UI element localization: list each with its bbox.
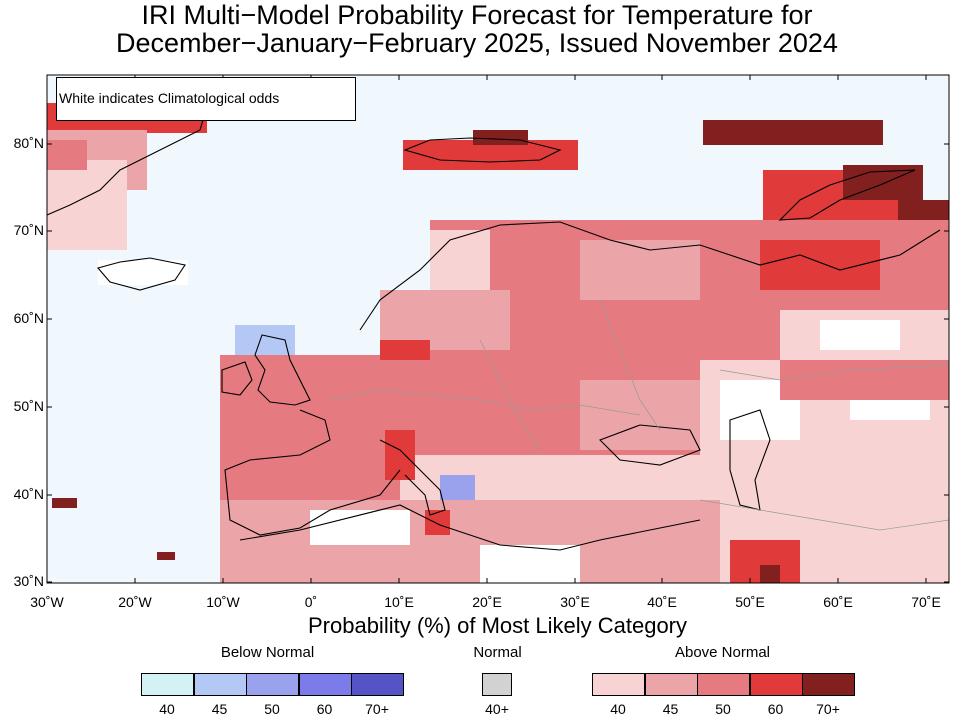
climatology-note: White indicates Climatological odds (56, 77, 356, 121)
legend-above-label: 45 (662, 701, 679, 717)
coast-italy (379, 439, 446, 516)
coast-ireland (221, 361, 253, 396)
border-central-europe (329, 389, 641, 416)
latitude-label: 80˚N (13, 135, 44, 151)
legend-below-label: 40 (159, 701, 175, 717)
cell-arabia-dark (760, 565, 780, 583)
longitude-label: 20˚E (472, 594, 502, 610)
legend-below-label: 50 (264, 701, 280, 717)
legend-below-swatch (193, 673, 247, 696)
latitude-label: 50˚N (13, 398, 44, 414)
cell-greenland-coast (47, 140, 87, 170)
coast-iceland (97, 257, 186, 291)
country-borders (329, 299, 950, 531)
cell-canaries (157, 552, 175, 560)
longitude-label: 30˚W (30, 594, 64, 610)
border-east-europe (479, 339, 541, 451)
cell-franz-josef (703, 120, 883, 145)
cell-libya-clim (480, 545, 580, 583)
cell-ural-clim (820, 320, 900, 350)
legend-above-swatch (802, 673, 855, 696)
border-kazakhstan (719, 364, 950, 381)
longitude-label: 60˚E (823, 594, 853, 610)
cell-north-africa (220, 500, 720, 583)
longitude-label: 30˚E (560, 594, 590, 610)
legend-below-label: 45 (211, 701, 228, 717)
legend-below-title: Below Normal (220, 644, 315, 661)
coast-novaya-zemlya (778, 169, 916, 221)
coast-black-sea (599, 424, 701, 466)
longitude-label: 10˚W (206, 594, 240, 610)
cell-karelia (580, 240, 700, 300)
legend-below-label: 70+ (365, 701, 389, 717)
coastlines (46, 102, 941, 551)
legend-above-swatch (644, 673, 698, 696)
legend-below-swatch (141, 673, 194, 696)
cell-ionian-below (440, 475, 475, 500)
longitude-label: 20˚W (118, 594, 152, 610)
cell-scotland-below (235, 325, 295, 355)
legend-above-label: 60 (767, 701, 784, 717)
latitude-label: 70˚N (13, 222, 44, 238)
legend-below-swatch (298, 673, 352, 696)
longitude-label: 50˚E (735, 594, 765, 610)
legend-above-label: 70+ (816, 701, 840, 717)
legend-below-swatch (351, 673, 404, 696)
longitude-label: 10˚E (384, 594, 414, 610)
coast-europe-west (224, 409, 401, 536)
latitude-label: 60˚N (13, 310, 44, 326)
border-middle-east (699, 499, 950, 531)
legend-normal-title: Normal (473, 644, 522, 661)
cell-greenland-south (47, 160, 127, 250)
coast-caspian (729, 409, 771, 511)
legend-above-swatch (592, 673, 645, 696)
legend-above-swatch (749, 673, 803, 696)
coast-africa (239, 504, 701, 551)
longitude-label: 0˚ (304, 594, 318, 610)
latitude-label: 40˚N (13, 486, 44, 502)
coast-greenland (46, 102, 209, 216)
cell-denmark (380, 340, 430, 360)
cell-azores (52, 498, 77, 508)
latitude-label: 30˚N (13, 573, 44, 589)
legend-above-title: Above Normal (674, 644, 771, 661)
legend-normal-label: 40+ (485, 701, 509, 717)
border-russia (599, 299, 661, 431)
coast-britain (254, 334, 311, 406)
legend-above-swatch (697, 673, 750, 696)
map-frame (46, 74, 950, 584)
cell-sicily (425, 510, 450, 535)
legend-below-label: 60 (316, 701, 333, 717)
title-line-1: IRI Multi−Model Probability Forecast for… (141, 0, 813, 30)
cell-italy (385, 430, 415, 480)
legend-above-label: 40 (610, 701, 626, 717)
legend-below-swatch (246, 673, 299, 696)
cell-med-clim (310, 510, 410, 545)
legend-above-label: 50 (715, 701, 731, 717)
legend-normal-swatch (482, 673, 512, 696)
axis-ticks (46, 75, 949, 583)
coast-svalbard (403, 137, 562, 163)
coast-scandinavia (359, 221, 941, 331)
title-line-2: December−January−February 2025, Issued N… (116, 28, 838, 58)
legend-caption: Probability (%) of Most Likely Category (307, 613, 688, 638)
longitude-label: 40˚E (647, 594, 677, 610)
longitude-label: 70˚E (911, 594, 941, 610)
cell-svalbard-dark (473, 130, 528, 145)
